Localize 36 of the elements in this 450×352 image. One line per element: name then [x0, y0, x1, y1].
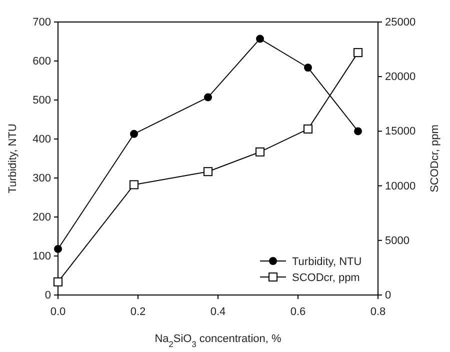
y-tick-label: 400 — [32, 134, 51, 146]
x-tick-label: 0.0 — [50, 306, 66, 318]
x-axis-title: Na$_{2}$SiO$_{3}$ concentration, % — [154, 333, 282, 348]
legend-label: SCODcr, ppm — [292, 272, 360, 284]
x-tick-label: 0.4 — [210, 306, 226, 318]
y2-tick-label: 25000 — [385, 16, 416, 29]
point — [130, 180, 138, 190]
y-tick-label: 300 — [32, 172, 51, 185]
x-tick-label: 0.8 — [370, 306, 386, 318]
point — [256, 34, 264, 43]
point — [304, 64, 312, 72]
y2-tick-label: 15000 — [385, 126, 416, 138]
y2-axis-title: SCODcr, ppm — [429, 124, 441, 192]
point — [256, 147, 264, 156]
point — [54, 277, 62, 286]
point — [204, 167, 212, 176]
point — [304, 124, 312, 134]
point — [130, 130, 138, 138]
point — [204, 93, 212, 102]
point — [354, 127, 362, 136]
y-tick-label: 600 — [32, 56, 51, 68]
y-tick-label: 500 — [32, 94, 51, 107]
y-tick-label: 200 — [32, 212, 51, 224]
y2-tick-label: 10000 — [385, 180, 416, 192]
y-tick-label: 700 — [32, 16, 51, 29]
y-axis-title: Turbidity, NTU — [7, 124, 19, 194]
y2-tick-label: 20000 — [385, 71, 416, 84]
y2-tick-label: 5000 — [385, 234, 410, 247]
y-tick-label: 0 — [44, 290, 51, 302]
y-tick-label: 100 — [32, 250, 51, 263]
point — [354, 48, 362, 58]
point — [54, 244, 62, 253]
x-tick-label: 0.2 — [130, 306, 146, 318]
y2-tick-label: 0 — [385, 290, 392, 302]
x-tick-label: 0.6 — [290, 306, 306, 318]
legend-label: Turbidity, NTU — [292, 256, 362, 268]
